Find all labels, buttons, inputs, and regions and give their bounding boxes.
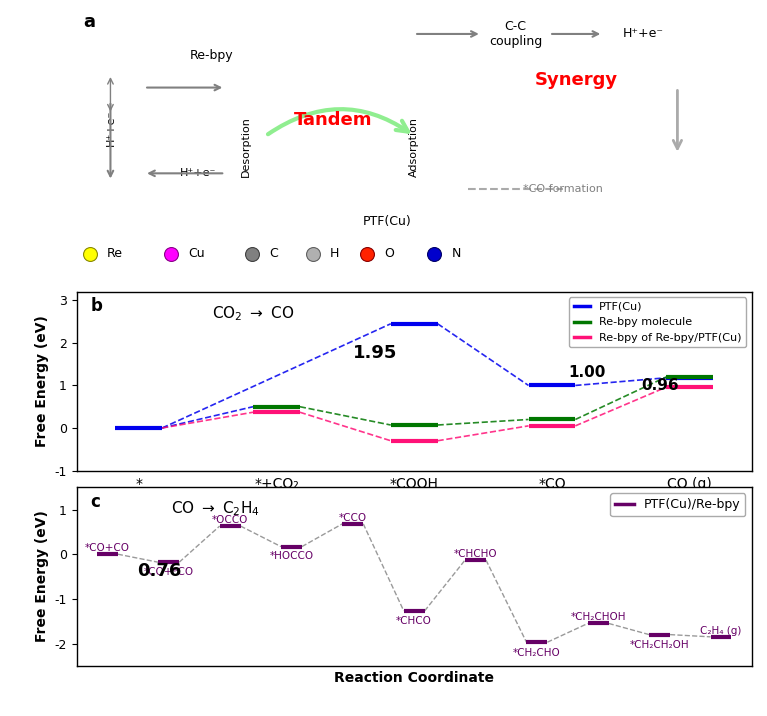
Legend: PTF(Cu)/Re-bpy: PTF(Cu)/Re-bpy (610, 493, 746, 516)
Text: Tandem: Tandem (294, 111, 373, 129)
Text: *CO+*CO: *CO+*CO (143, 567, 194, 577)
Text: Synergy: Synergy (535, 70, 617, 89)
Text: H⁺+e⁻: H⁺+e⁻ (105, 110, 116, 146)
Text: *CCO: *CCO (339, 513, 367, 523)
Text: 0.96: 0.96 (641, 377, 679, 392)
Text: PTF(Cu): PTF(Cu) (363, 215, 412, 228)
Text: *CH₂CH₂OH: *CH₂CH₂OH (630, 640, 690, 650)
Text: C: C (269, 247, 278, 260)
Legend: PTF(Cu), Re-bpy molecule, Re-bpy of Re-bpy/PTF(Cu): PTF(Cu), Re-bpy molecule, Re-bpy of Re-b… (569, 297, 746, 347)
Text: H⁺+e⁻: H⁺+e⁻ (623, 27, 664, 41)
Text: *CO formation: *CO formation (523, 185, 603, 195)
Text: H⁺+e⁻: H⁺+e⁻ (180, 168, 216, 178)
Text: b: b (91, 297, 102, 315)
Text: *CO+CO: *CO+CO (85, 543, 130, 553)
Y-axis label: Free Energy (eV): Free Energy (eV) (35, 511, 49, 642)
Text: H: H (330, 247, 339, 260)
Text: Desorption: Desorption (240, 116, 251, 177)
Text: C₂H₄ (g): C₂H₄ (g) (700, 626, 742, 636)
Y-axis label: Free Energy (eV): Free Energy (eV) (35, 315, 49, 447)
Text: *HOCCO: *HOCCO (269, 551, 314, 561)
Text: Re: Re (107, 247, 123, 260)
Text: *CH₂CHO: *CH₂CHO (513, 648, 561, 658)
Text: *CHCHO: *CHCHO (454, 548, 497, 558)
Text: 0.76: 0.76 (137, 562, 182, 580)
Text: CO $\rightarrow$ C$_2$H$_4$: CO $\rightarrow$ C$_2$H$_4$ (171, 500, 260, 518)
Text: *CHCO: *CHCO (397, 616, 432, 626)
Text: O: O (384, 247, 393, 260)
X-axis label: Reaction Coordinate: Reaction Coordinate (334, 672, 494, 685)
Text: *OCCO: *OCCO (212, 515, 249, 525)
Text: Re-bpy: Re-bpy (190, 49, 233, 62)
FancyArrowPatch shape (268, 109, 408, 134)
Text: N: N (451, 247, 461, 260)
Text: CO$_2$ $\rightarrow$ CO: CO$_2$ $\rightarrow$ CO (212, 304, 294, 323)
Text: a: a (84, 12, 95, 31)
Text: c: c (91, 493, 100, 511)
Text: Adsorption: Adsorption (409, 117, 420, 177)
Text: Cu: Cu (188, 247, 205, 260)
FancyArrowPatch shape (673, 90, 682, 149)
Text: C-C
coupling: C-C coupling (489, 20, 542, 48)
Text: 1.95: 1.95 (354, 344, 398, 362)
Text: 1.00: 1.00 (568, 365, 606, 380)
Text: *CH₂CHOH: *CH₂CHOH (571, 612, 626, 622)
